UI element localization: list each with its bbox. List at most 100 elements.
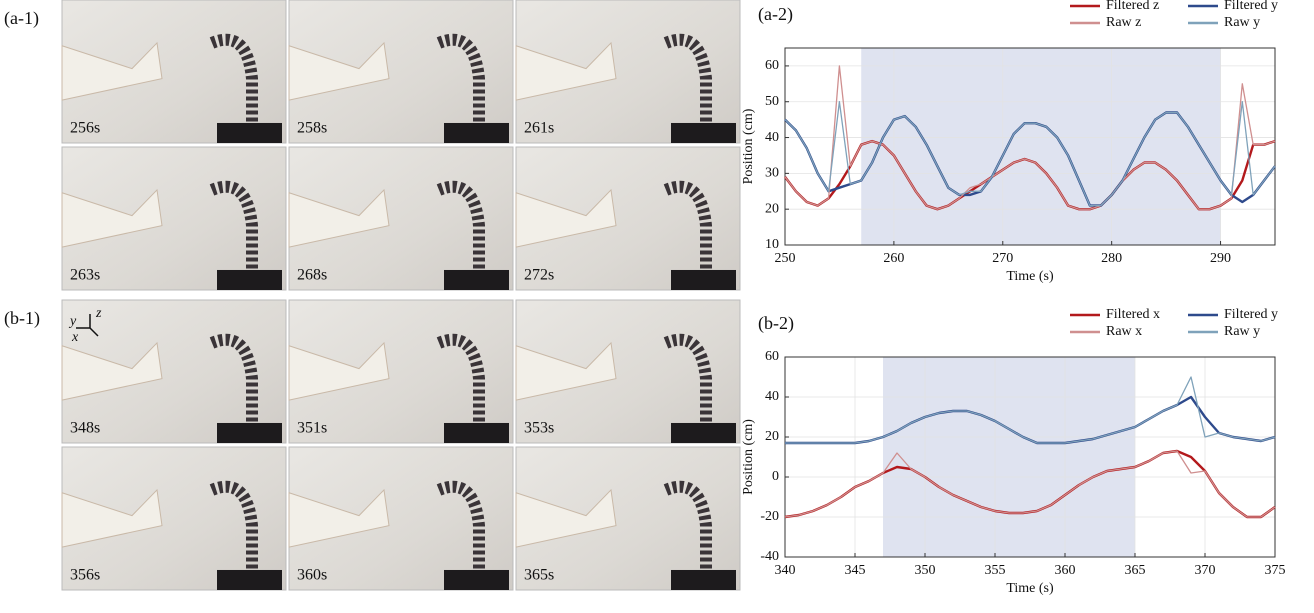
x-tick-label: 290 xyxy=(1210,251,1231,266)
panel-label: (b-2) xyxy=(758,313,794,334)
y-tick-label: 20 xyxy=(765,201,779,216)
data-line xyxy=(784,101,1276,207)
plot-frame xyxy=(784,356,1276,558)
y-tick-label: 60 xyxy=(765,349,779,364)
robot-base xyxy=(444,269,509,290)
x-tick-label: 360 xyxy=(1055,563,1076,578)
panel-label: (a-2) xyxy=(758,4,793,25)
x-tick-label: 250 xyxy=(775,251,796,266)
y-axis-label: Position (cm) xyxy=(741,108,756,184)
data-line xyxy=(784,450,1276,518)
arm xyxy=(61,188,163,248)
robot-arm xyxy=(436,333,485,426)
robot-arm xyxy=(209,180,258,273)
y-axis-label: Position (cm) xyxy=(741,419,756,495)
x-tick-label: 340 xyxy=(775,563,796,578)
legend-label: Raw y xyxy=(1224,324,1260,339)
robot-base xyxy=(671,269,736,290)
y-tick-label: -40 xyxy=(760,549,779,564)
arm xyxy=(515,488,617,548)
robot-base xyxy=(671,569,736,590)
robot-arm xyxy=(209,480,258,573)
frame-time: 258s xyxy=(297,120,327,137)
legend-label: Filtered y xyxy=(1224,307,1278,322)
highlight-region xyxy=(861,48,1221,245)
robot-arm xyxy=(663,33,712,126)
robot-base xyxy=(671,422,736,443)
frame-time: 263s xyxy=(70,267,100,284)
data-line xyxy=(784,65,1276,210)
frame-time: 351s xyxy=(297,420,327,437)
frame-time: 261s xyxy=(524,120,554,137)
x-tick-label: 370 xyxy=(1195,563,1216,578)
robot-arm xyxy=(436,480,485,573)
robot-arm xyxy=(663,480,712,573)
y-tick-label: -20 xyxy=(760,509,779,524)
x-tick-label: 375 xyxy=(1265,563,1286,578)
y-tick-label: 30 xyxy=(765,166,779,181)
robot-arm xyxy=(209,33,258,126)
x-tick-label: 260 xyxy=(883,251,904,266)
robot-base xyxy=(444,422,509,443)
robot-base xyxy=(217,122,282,143)
arm xyxy=(288,188,390,248)
y-tick-label: 10 xyxy=(765,237,779,252)
y-tick-label: 20 xyxy=(765,429,779,444)
robot-base xyxy=(217,569,282,590)
axis-glyph xyxy=(76,314,99,337)
y-tick-label: 40 xyxy=(765,130,779,145)
x-axis-label: Time (s) xyxy=(1006,269,1054,284)
x-tick-label: 280 xyxy=(1101,251,1122,266)
robot-arm xyxy=(436,180,485,273)
x-tick-label: 270 xyxy=(992,251,1013,266)
plot-frame xyxy=(784,47,1276,246)
robot-base xyxy=(444,569,509,590)
legend-label: Raw x xyxy=(1106,324,1142,339)
legend-label: Filtered y xyxy=(1224,0,1278,13)
axis-glyph-label: z xyxy=(95,306,102,321)
frame-time: 256s xyxy=(70,120,100,137)
robot-arm xyxy=(209,333,258,426)
arm xyxy=(515,188,617,248)
arm xyxy=(61,488,163,548)
arm xyxy=(288,488,390,548)
robot-base xyxy=(217,422,282,443)
y-tick-label: 0 xyxy=(772,469,779,484)
frame-time: 353s xyxy=(524,420,554,437)
highlight-region xyxy=(883,357,1135,557)
legend-label: Raw y xyxy=(1224,15,1260,30)
legend-label: Filtered z xyxy=(1106,0,1159,13)
arm xyxy=(288,341,390,401)
frame-time: 272s xyxy=(524,267,554,284)
legend-label: Raw z xyxy=(1106,15,1141,30)
arm xyxy=(61,341,163,401)
x-axis-label: Time (s) xyxy=(1006,581,1054,596)
arm xyxy=(288,41,390,101)
axis-glyph-label: x xyxy=(71,330,79,345)
arm xyxy=(515,41,617,101)
frame-time: 360s xyxy=(297,567,327,584)
panel-label: (a-1) xyxy=(4,8,39,29)
y-tick-label: 40 xyxy=(765,389,779,404)
frame-time: 348s xyxy=(70,420,100,437)
frame-time: 365s xyxy=(524,567,554,584)
frame-time: 268s xyxy=(297,267,327,284)
panel-label: (b-1) xyxy=(4,308,40,329)
robot-arm xyxy=(663,333,712,426)
x-tick-label: 365 xyxy=(1125,563,1146,578)
robot-base xyxy=(671,122,736,143)
data-line xyxy=(785,376,1276,444)
axis-glyph-label: y xyxy=(68,314,77,329)
arm xyxy=(61,41,163,101)
legend-label: Filtered x xyxy=(1106,307,1160,322)
x-tick-label: 355 xyxy=(985,563,1006,578)
x-tick-label: 345 xyxy=(845,563,866,578)
robot-arm xyxy=(436,33,485,126)
frame-time: 356s xyxy=(70,567,100,584)
robot-base xyxy=(217,269,282,290)
robot-arm xyxy=(663,180,712,273)
robot-base xyxy=(444,122,509,143)
x-tick-label: 350 xyxy=(915,563,936,578)
arm xyxy=(515,341,617,401)
